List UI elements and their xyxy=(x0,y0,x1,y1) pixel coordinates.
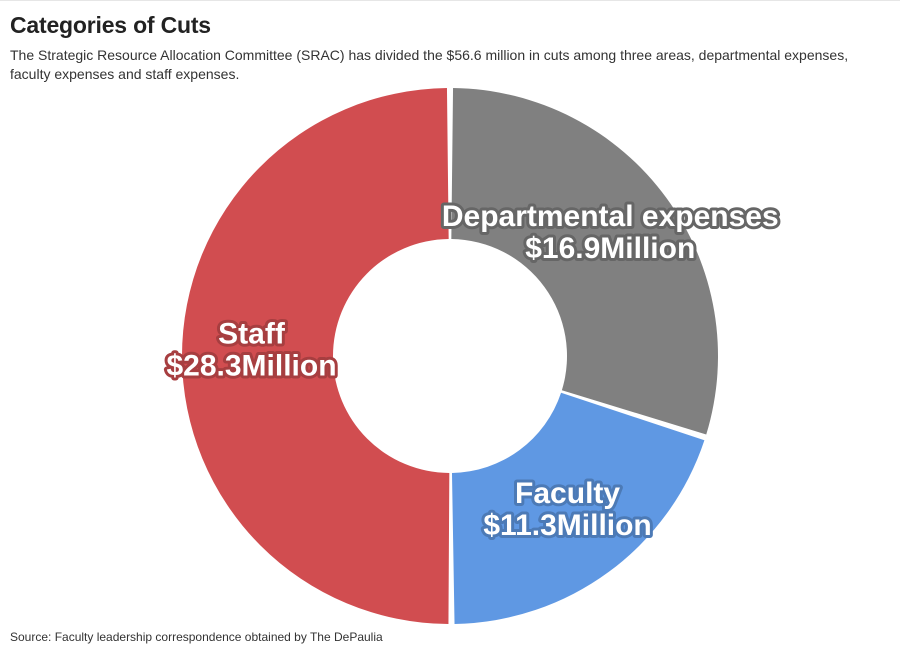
top-divider xyxy=(0,0,900,1)
chart-subtitle: The Strategic Resource Allocation Commit… xyxy=(10,47,849,82)
slice-departmental-expenses[interactable] xyxy=(451,88,718,435)
slice-staff[interactable] xyxy=(181,88,450,624)
slice-label-name-departmental-expenses: Departmental expenses xyxy=(442,200,779,233)
source-note: Source: Faculty leadership correspondenc… xyxy=(10,630,383,644)
slice-label-value-staff: $28.3Million xyxy=(166,350,336,383)
slice-label-value-departmental-expenses: $16.9Million xyxy=(525,232,695,265)
chart-title: Categories of Cuts xyxy=(10,12,211,38)
slice-faculty[interactable] xyxy=(451,392,705,624)
slice-label-name-faculty: Faculty xyxy=(515,477,620,510)
slice-label-value-faculty: $11.3Million xyxy=(483,509,651,542)
slice-label-name-staff: Staff xyxy=(218,318,286,351)
donut-labels: Departmental expenses$16.9Million Faculty… xyxy=(163,197,781,545)
donut-slices xyxy=(181,88,718,624)
